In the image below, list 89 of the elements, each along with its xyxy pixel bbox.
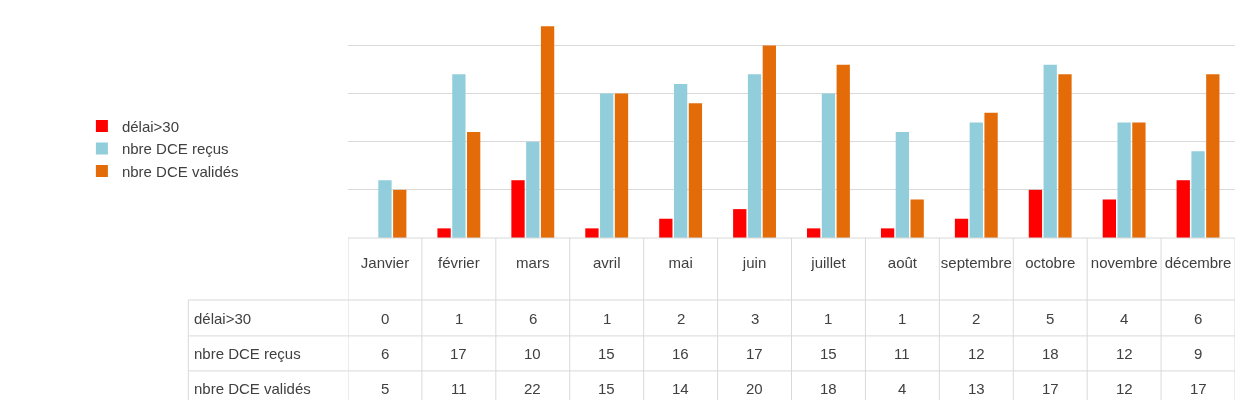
- x-tick-label: avril: [592, 254, 621, 271]
- data-label: 12: [1116, 345, 1133, 362]
- x-tick-label: mai: [668, 254, 693, 271]
- data-label: 6: [1194, 310, 1203, 327]
- data-label: 16: [672, 345, 689, 362]
- bar: [452, 74, 466, 238]
- data-label: 15: [598, 380, 615, 397]
- data-label: 10: [524, 345, 541, 362]
- data-label: 5: [1046, 310, 1055, 327]
- bar: [1058, 74, 1072, 238]
- data-label: 12: [1116, 380, 1133, 397]
- data-label: 18: [1042, 345, 1059, 362]
- bar: [1102, 199, 1116, 238]
- bar: [910, 199, 924, 238]
- x-tick-label: décembre: [1164, 254, 1232, 271]
- data-label: 17: [1190, 380, 1207, 397]
- bar: [393, 189, 407, 238]
- bar: [585, 228, 599, 238]
- x-tick-label: Janvier: [360, 254, 410, 271]
- legend-label: nbre DCE reçus: [121, 140, 229, 158]
- data-label: 12: [968, 345, 985, 362]
- data-label: 9: [1194, 345, 1203, 362]
- data-label: 2: [972, 310, 981, 327]
- data-label: 0: [381, 310, 390, 327]
- bar: [836, 64, 850, 238]
- bar: [762, 45, 776, 238]
- bar: [511, 180, 525, 238]
- data-label: 6: [381, 345, 390, 362]
- data-label: 11: [451, 380, 467, 397]
- bar: [954, 218, 969, 238]
- x-tick-label: novembre: [1090, 254, 1158, 271]
- data-label: 18: [820, 380, 837, 397]
- data-label: 4: [1120, 310, 1129, 327]
- data-label: 15: [598, 345, 615, 362]
- legend-label: délai>30: [121, 117, 180, 135]
- bar: [540, 26, 555, 238]
- x-tick-label: février: [438, 254, 480, 271]
- text: délai>30: [194, 310, 252, 327]
- bar: [984, 112, 998, 238]
- data-label: 4: [898, 380, 907, 397]
- data-label: 1: [824, 310, 833, 327]
- text: nbre DCE validés: [194, 380, 311, 397]
- bar: [807, 228, 821, 238]
- data-label: 13: [968, 380, 985, 397]
- bar: [880, 228, 895, 238]
- data-label: 3: [751, 310, 760, 327]
- bar: [659, 218, 673, 238]
- bar: [437, 228, 451, 238]
- data-label: 1: [898, 310, 907, 327]
- bar: [1117, 122, 1131, 238]
- bar: [688, 103, 703, 238]
- bar: [1028, 189, 1043, 238]
- bar: [1176, 180, 1190, 238]
- bar: [1132, 122, 1146, 238]
- x-tick-label: mars: [516, 254, 550, 271]
- data-label: 17: [1042, 380, 1059, 397]
- x-tick-label: octobre: [1025, 254, 1076, 271]
- bar: [895, 132, 910, 238]
- bar: [673, 83, 688, 238]
- data-label: 15: [820, 345, 837, 362]
- legend-label: nbre DCE validés: [121, 162, 239, 180]
- data-label: 1: [603, 310, 612, 327]
- data-label: 6: [529, 310, 538, 327]
- data-label: 11: [894, 345, 910, 362]
- bar: [747, 74, 762, 238]
- bar: [969, 122, 983, 238]
- data-label: 2: [677, 310, 686, 327]
- x-tick-label: juillet: [810, 254, 847, 271]
- bar: [526, 141, 540, 238]
- bar: [1191, 151, 1205, 238]
- data-label: 1: [455, 310, 464, 327]
- bar: [733, 209, 747, 238]
- bar: [600, 93, 614, 238]
- bar: [378, 180, 392, 238]
- data-label: 22: [524, 380, 541, 397]
- data-label: 5: [381, 380, 390, 397]
- data-label: 14: [672, 380, 689, 397]
- bar: [614, 93, 629, 238]
- data-label: 20: [746, 380, 763, 397]
- bar: [821, 93, 836, 238]
- data-label: 17: [746, 345, 763, 362]
- x-tick-label: juin: [741, 254, 767, 271]
- x-tick-label: août: [887, 254, 918, 271]
- data-label: 17: [450, 345, 467, 362]
- text: nbre DCE reçus: [194, 345, 301, 362]
- x-tick-label: septembre: [940, 254, 1012, 271]
- bar: [1043, 64, 1057, 238]
- bar: [467, 132, 481, 238]
- bar: [1206, 74, 1220, 238]
